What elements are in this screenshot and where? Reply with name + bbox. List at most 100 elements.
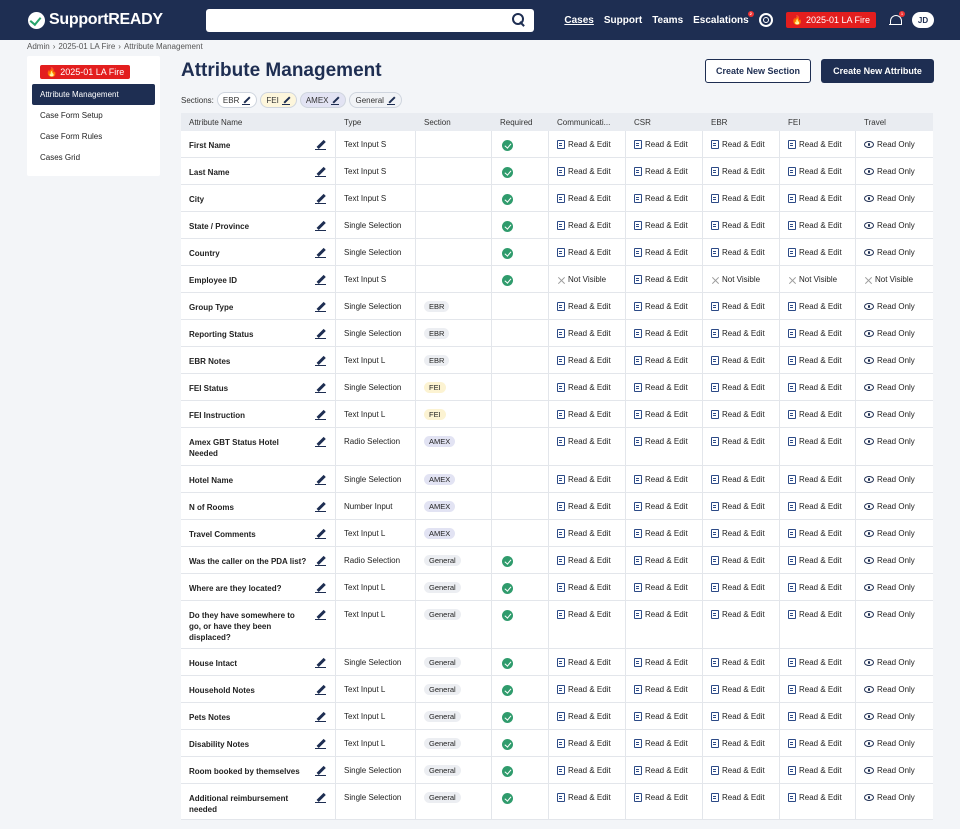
sidebar-item-case-form-rules[interactable]: Case Form Rules	[40, 132, 103, 141]
permission-cell[interactable]: Read & Edit	[703, 185, 780, 211]
permission-cell[interactable]: Read & Edit	[703, 293, 780, 319]
edit-icon[interactable]	[315, 355, 326, 366]
permission-cell[interactable]: Read & Edit	[626, 520, 703, 546]
permission-cell[interactable]: Read & Edit	[626, 347, 703, 373]
permission-cell[interactable]: Read Only	[856, 466, 933, 492]
permission-cell[interactable]: Read & Edit	[703, 730, 780, 756]
column-header[interactable]: Type	[344, 117, 362, 127]
pencil-icon[interactable]	[331, 96, 340, 105]
column-header[interactable]: FEI	[788, 117, 801, 127]
permission-cell[interactable]: Read & Edit	[549, 347, 626, 373]
permission-cell[interactable]: Read & Edit	[703, 574, 780, 600]
permission-cell[interactable]: Read & Edit	[780, 757, 856, 783]
permission-cell[interactable]: Read & Edit	[780, 547, 856, 573]
permission-cell[interactable]: Read & Edit	[780, 493, 856, 519]
permission-cell[interactable]: Read & Edit	[703, 493, 780, 519]
permission-cell[interactable]: Read & Edit	[780, 185, 856, 211]
permission-cell[interactable]: Read Only	[856, 649, 933, 675]
permission-cell[interactable]: Read & Edit	[549, 239, 626, 265]
permission-cell[interactable]: Read & Edit	[626, 649, 703, 675]
column-header[interactable]: Attribute Name	[189, 117, 243, 127]
permission-cell[interactable]: Not Visible	[703, 266, 780, 292]
permission-cell[interactable]: Read & Edit	[549, 649, 626, 675]
permission-cell[interactable]: Read & Edit	[703, 547, 780, 573]
permission-cell[interactable]: Read & Edit	[626, 601, 703, 648]
permission-cell[interactable]: Read & Edit	[549, 703, 626, 729]
permission-cell[interactable]: Read Only	[856, 730, 933, 756]
nav-escalations[interactable]: Escalations 2	[693, 10, 754, 26]
permission-cell[interactable]: Read & Edit	[549, 158, 626, 184]
edit-icon[interactable]	[315, 582, 326, 593]
permission-cell[interactable]: Read & Edit	[703, 601, 780, 648]
permission-cell[interactable]: Read & Edit	[703, 757, 780, 783]
permission-cell[interactable]: Read Only	[856, 757, 933, 783]
permission-cell[interactable]: Read & Edit	[626, 239, 703, 265]
permission-cell[interactable]: Read & Edit	[780, 730, 856, 756]
permission-cell[interactable]: Read & Edit	[626, 676, 703, 702]
edit-icon[interactable]	[315, 301, 326, 312]
permission-cell[interactable]: Read Only	[856, 784, 933, 819]
permission-cell[interactable]: Read & Edit	[549, 730, 626, 756]
permission-cell[interactable]: Read & Edit	[549, 374, 626, 400]
permission-cell[interactable]: Read & Edit	[703, 784, 780, 819]
permission-cell[interactable]: Read & Edit	[626, 293, 703, 319]
permission-cell[interactable]: Read Only	[856, 158, 933, 184]
permission-cell[interactable]: Not Visible	[856, 266, 933, 292]
permission-cell[interactable]: Read & Edit	[549, 428, 626, 465]
edit-icon[interactable]	[315, 684, 326, 695]
permission-cell[interactable]: Read Only	[856, 493, 933, 519]
permission-cell[interactable]: Read & Edit	[703, 131, 780, 157]
nav-cases[interactable]: Cases	[564, 14, 594, 26]
permission-cell[interactable]: Read Only	[856, 239, 933, 265]
permission-cell[interactable]: Read Only	[856, 574, 933, 600]
permission-cell[interactable]: Read & Edit	[703, 347, 780, 373]
edit-icon[interactable]	[315, 657, 326, 668]
permission-cell[interactable]: Read & Edit	[780, 649, 856, 675]
edit-icon[interactable]	[315, 274, 326, 285]
permission-cell[interactable]: Read Only	[856, 428, 933, 465]
column-header[interactable]: Communicati...	[557, 117, 611, 127]
permission-cell[interactable]: Read & Edit	[780, 466, 856, 492]
permission-cell[interactable]: Read & Edit	[626, 466, 703, 492]
edit-icon[interactable]	[315, 166, 326, 177]
permission-cell[interactable]: Read Only	[856, 676, 933, 702]
create-attribute-button[interactable]: Create New Attribute	[821, 59, 934, 83]
permission-cell[interactable]: Read & Edit	[780, 320, 856, 346]
edit-icon[interactable]	[315, 436, 326, 447]
permission-cell[interactable]: Read & Edit	[626, 730, 703, 756]
permission-cell[interactable]: Read & Edit	[780, 784, 856, 819]
edit-icon[interactable]	[315, 609, 326, 620]
nav-support[interactable]: Support	[603, 14, 643, 26]
permission-cell[interactable]: Read Only	[856, 212, 933, 238]
permission-cell[interactable]: Read & Edit	[549, 131, 626, 157]
permission-cell[interactable]: Read Only	[856, 703, 933, 729]
permission-cell[interactable]: Read & Edit	[549, 574, 626, 600]
permission-cell[interactable]: Read & Edit	[780, 239, 856, 265]
permission-cell[interactable]: Read Only	[856, 547, 933, 573]
permission-cell[interactable]: Read & Edit	[626, 185, 703, 211]
column-header[interactable]: CSR	[634, 117, 651, 127]
sidebar-item-attribute-management[interactable]: Attribute Management	[32, 84, 155, 105]
permission-cell[interactable]: Read & Edit	[703, 239, 780, 265]
app-logo[interactable]: SupportREADY	[28, 11, 206, 29]
sidebar-item-case-form-setup[interactable]: Case Form Setup	[40, 111, 103, 120]
permission-cell[interactable]: Read & Edit	[703, 520, 780, 546]
permission-cell[interactable]: Read Only	[856, 293, 933, 319]
edit-icon[interactable]	[315, 555, 326, 566]
permission-cell[interactable]: Read & Edit	[780, 374, 856, 400]
permission-cell[interactable]: Read & Edit	[703, 703, 780, 729]
permission-cell[interactable]: Read & Edit	[626, 320, 703, 346]
permission-cell[interactable]: Read & Edit	[549, 320, 626, 346]
permission-cell[interactable]: Read Only	[856, 185, 933, 211]
column-header[interactable]: Required	[500, 117, 533, 127]
edit-icon[interactable]	[315, 139, 326, 150]
search-icon[interactable]	[512, 12, 526, 27]
sidebar-item-cases-grid[interactable]: Cases Grid	[40, 153, 81, 162]
permission-cell[interactable]: Read & Edit	[626, 547, 703, 573]
permission-cell[interactable]: Not Visible	[549, 266, 626, 292]
column-header[interactable]: EBR	[711, 117, 728, 127]
edit-icon[interactable]	[315, 409, 326, 420]
permission-cell[interactable]: Read & Edit	[780, 347, 856, 373]
permission-cell[interactable]: Read & Edit	[626, 266, 703, 292]
pencil-icon[interactable]	[386, 96, 396, 105]
